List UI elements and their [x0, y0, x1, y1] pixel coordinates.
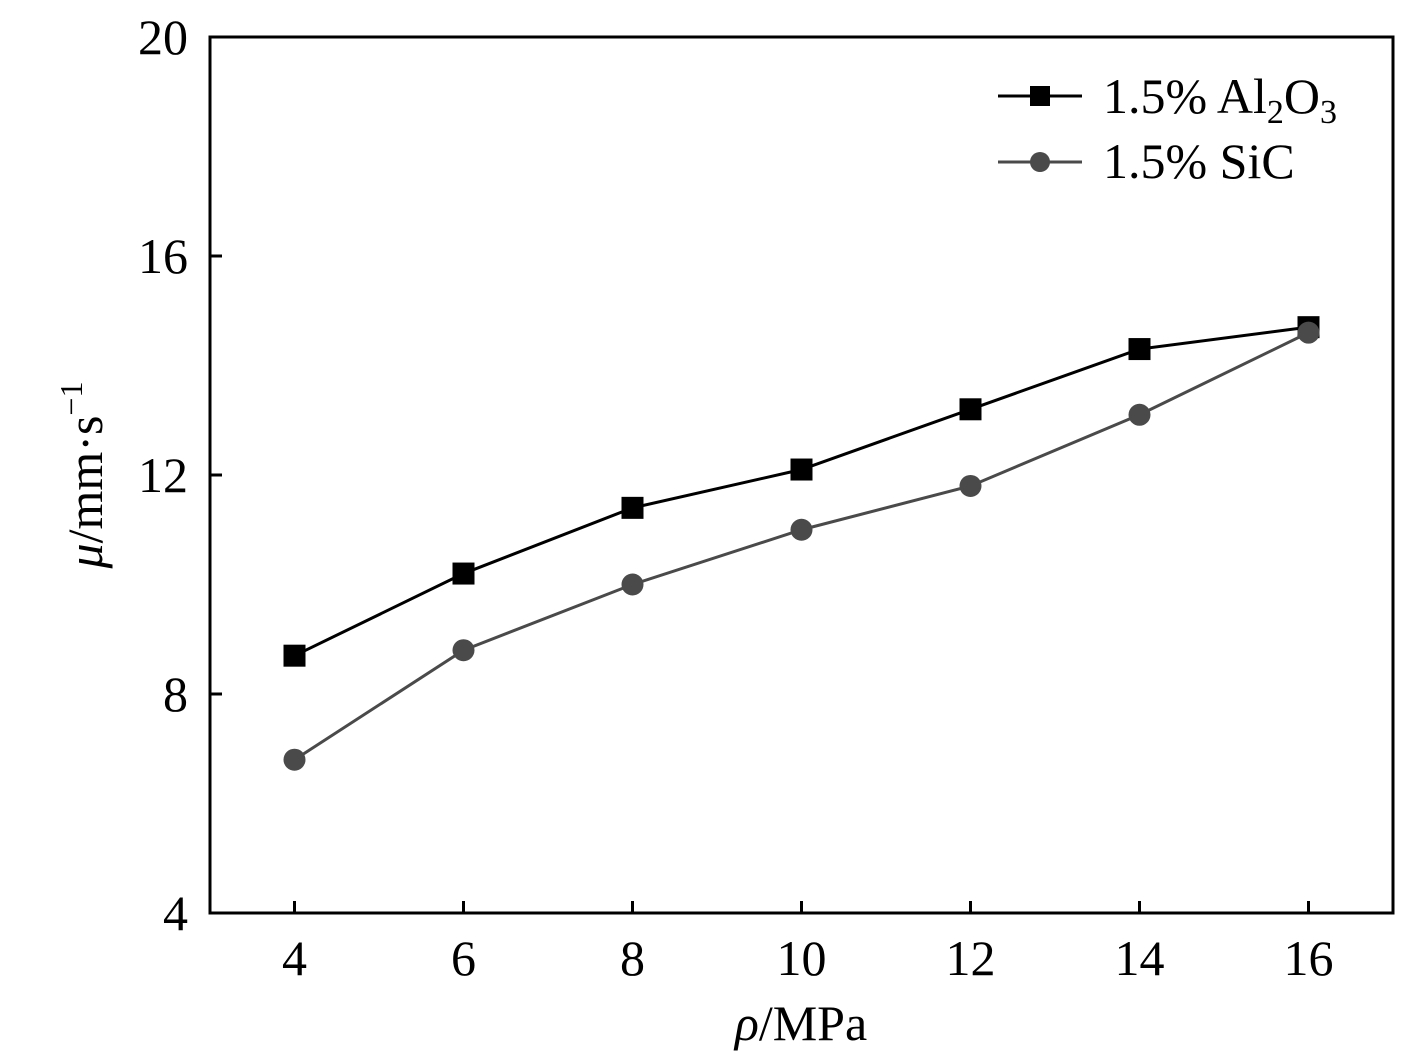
y-axis-unit: /mm·s [57, 416, 113, 544]
point-al2o3-4 [283, 644, 306, 667]
legend-marker-sic [1030, 152, 1050, 172]
point-al2o3-6 [452, 562, 475, 585]
series-layer [283, 316, 1320, 771]
point-al2o3-12 [959, 398, 982, 421]
series-line-al2o3 [293, 325, 1309, 658]
x-tick-label-12: 12 [946, 930, 996, 986]
x-tick-label-6: 6 [451, 930, 476, 986]
y-tick-label-4: 4 [163, 885, 188, 941]
point-sic-6 [452, 639, 475, 662]
point-sic-4 [283, 748, 306, 771]
y-axis-ticks: 4 8 12 16 20 [138, 9, 222, 941]
y-tick-label-12: 12 [138, 447, 188, 503]
y-tick-label-20: 20 [138, 9, 188, 65]
point-sic-12 [959, 474, 982, 497]
y-axis-symbol: μ [57, 543, 113, 569]
x-tick-label-16: 16 [1284, 930, 1334, 986]
x-tick-label-4: 4 [282, 930, 307, 986]
point-al2o3-10 [790, 458, 813, 481]
x-axis-unit: /MPa [759, 995, 867, 1051]
y-tick-label-16: 16 [138, 228, 188, 284]
y-axis-exponent: −1 [53, 382, 89, 416]
legend: 1.5% Al2O3 1.5% SiC [998, 68, 1337, 189]
x-tick-label-8: 8 [620, 930, 645, 986]
x-tick-label-10: 10 [777, 930, 827, 986]
x-tick-label-14: 14 [1115, 930, 1165, 986]
y-axis-title: μ/mm·s−1 [53, 382, 113, 570]
point-sic-10 [790, 518, 813, 541]
y-tick-label-8: 8 [163, 666, 188, 722]
point-al2o3-8 [621, 496, 644, 519]
x-axis-symbol: ρ [733, 995, 759, 1051]
point-al2o3-14 [1128, 338, 1151, 361]
legend-marker-al2o3 [1030, 86, 1050, 106]
series-line-sic [293, 331, 1310, 761]
point-sic-16 [1297, 321, 1320, 344]
x-axis-ticks: 4 6 8 10 12 14 16 [282, 901, 1334, 986]
legend-label-al2o3: 1.5% Al2O3 [1103, 68, 1337, 131]
point-sic-14 [1128, 403, 1151, 426]
legend-label-sic: 1.5% SiC [1103, 133, 1295, 189]
point-sic-8 [621, 573, 644, 596]
x-axis-title: ρ/MPa [733, 995, 867, 1051]
